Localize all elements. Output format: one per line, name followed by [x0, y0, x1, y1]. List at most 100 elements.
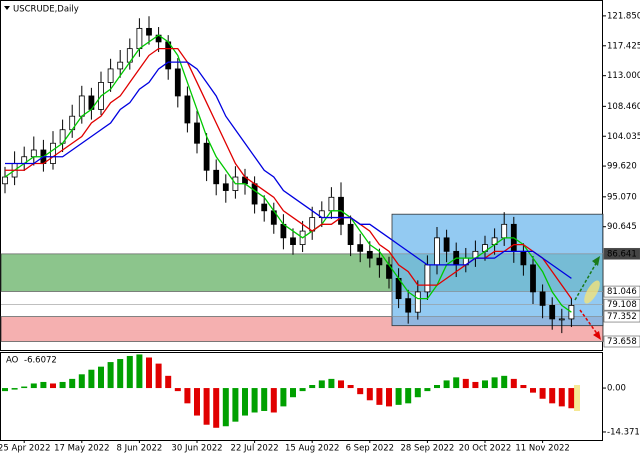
x-tick-label: 25 Apr 2022 [0, 444, 50, 454]
level-label: 73.658 [607, 337, 637, 347]
candle-body [424, 264, 431, 293]
ao-bar [309, 385, 316, 389]
ao-bar [146, 357, 152, 389]
candle-body [165, 41, 172, 70]
candle-body [290, 237, 296, 245]
candle-body [222, 183, 229, 191]
y-tick-label: 104.035 [607, 132, 640, 142]
ao-bar [203, 388, 210, 425]
ao-bar [30, 383, 37, 389]
ao-bar [568, 388, 575, 409]
candle-body [414, 291, 421, 313]
ao-bar [434, 385, 440, 389]
ao-bar [222, 388, 229, 427]
x-tick-label: 11 Nov 2022 [515, 444, 569, 454]
y-tick-label: 108.460 [607, 102, 640, 112]
ao-bar [213, 388, 220, 428]
ao-bar [318, 380, 325, 389]
candle-body [30, 149, 37, 158]
ao-bar [155, 363, 162, 389]
candle-body [434, 237, 440, 266]
candle-body [146, 27, 152, 36]
candle-body [530, 264, 536, 293]
candle-body [174, 68, 181, 97]
main-plot [2, 16, 601, 340]
ao-bar [174, 388, 181, 392]
ao-bar [530, 388, 536, 393]
y-tick-label: 99.620 [607, 162, 637, 172]
ao-bar [443, 380, 450, 389]
ao-bar [242, 388, 248, 416]
ao-bar [136, 354, 143, 389]
down-arrow [579, 309, 599, 336]
ao-bar [386, 388, 392, 407]
highlight [584, 280, 600, 304]
ao-bar [357, 388, 364, 395]
candle-body [184, 95, 191, 124]
ao-bar [520, 385, 527, 389]
ao-bar [549, 388, 556, 404]
x-tick-label: 17 May 2022 [54, 444, 109, 454]
candle-body [443, 237, 450, 252]
y-tick-label: 121.850 [607, 11, 640, 21]
candle-body [251, 183, 258, 205]
level-box [603, 285, 640, 298]
candle-body [405, 298, 412, 313]
candle-body [78, 95, 85, 117]
ao-bar [491, 377, 498, 389]
ao-bar [88, 369, 95, 389]
candle-body [366, 250, 373, 259]
candle-body [328, 196, 335, 212]
ao-bar [299, 388, 306, 392]
ao-bar [78, 374, 85, 389]
y-tick-label: 117.425 [607, 41, 640, 51]
level-box [603, 335, 640, 348]
y-tick-label: 113.000 [607, 71, 640, 81]
candle-body [213, 169, 220, 185]
ao-bar [558, 388, 565, 407]
level-label: 79.108 [607, 300, 637, 310]
title-marker [4, 6, 10, 10]
up-arrow [574, 259, 599, 301]
ao-bar [107, 362, 114, 389]
candle-body [501, 223, 508, 239]
candle-body [203, 142, 210, 171]
y-tick-label: 95.070 [607, 192, 637, 202]
ao-bar [453, 377, 460, 389]
ao-bar [501, 375, 508, 389]
candle-body [280, 223, 287, 239]
candle-body [117, 61, 124, 70]
ao-plot [2, 354, 580, 428]
ao-bar [98, 366, 104, 389]
ao-bar [424, 388, 431, 392]
candle-body [309, 217, 316, 232]
up-arrow-head [592, 256, 600, 266]
level-label: 81.046 [607, 287, 637, 297]
candle-body [376, 257, 383, 266]
ao-bar [117, 359, 124, 389]
ao-bar [376, 388, 383, 405]
ao-bar [251, 388, 258, 413]
x-tick-label: 6 Sep 2022 [346, 444, 394, 454]
zone [391, 213, 604, 327]
candle-body [194, 122, 200, 144]
candle-body [261, 203, 268, 212]
level-box [603, 310, 640, 323]
ao-bar [2, 388, 8, 392]
moving-average [4, 34, 572, 313]
x-tick-label: 28 Sep 2022 [400, 444, 454, 454]
candle-body [520, 250, 527, 266]
ao-bar [347, 385, 354, 389]
level-label: 86.641 [607, 249, 637, 259]
ao-bar [261, 388, 268, 411]
ao-bar [462, 378, 469, 389]
ao-bar [405, 388, 412, 404]
ao-bar [194, 388, 200, 416]
x-tick-label: 15 Aug 2022 [285, 444, 339, 454]
level-box [603, 298, 640, 311]
x-tick-label: 8 Jun 2022 [117, 444, 163, 454]
ao-bar [539, 388, 546, 399]
ao-name: AO [6, 356, 19, 366]
